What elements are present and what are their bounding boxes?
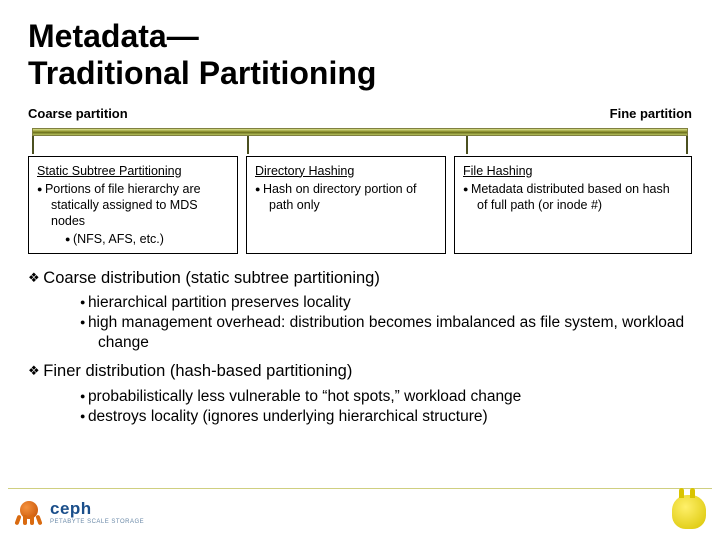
scale-tick	[247, 136, 249, 154]
scale-tick	[466, 136, 468, 154]
body-point-text: Coarse distribution (static subtree part…	[43, 269, 380, 287]
box-file-hashing: File Hashing Metadata distributed based …	[454, 156, 692, 254]
scale-bar	[32, 128, 688, 136]
box-item: Metadata distributed based on hash of fu…	[463, 181, 683, 213]
slide: Metadata— Traditional Partitioning Coars…	[0, 0, 720, 540]
box-title: File Hashing	[463, 163, 683, 179]
body-subpoint: destroys locality (ignores underlying hi…	[54, 407, 692, 427]
ceph-logo-text: ceph PETABYTE SCALE STORAGE	[50, 499, 144, 525]
box-title: Static Subtree Partitioning	[37, 163, 229, 179]
title-line-2: Traditional Partitioning	[28, 55, 376, 91]
method-boxes: Static Subtree Partitioning Portions of …	[28, 156, 692, 254]
slug-icon	[672, 495, 706, 529]
box-list: Portions of file hierarchy are staticall…	[37, 181, 229, 247]
box-list: Hash on directory portion of path only	[255, 181, 437, 213]
scale-tick	[686, 136, 688, 154]
box-subitem: (NFS, AFS, etc.)	[65, 231, 229, 247]
box-directory-hashing: Directory Hashing Hash on directory port…	[246, 156, 446, 254]
box-title: Directory Hashing	[255, 163, 437, 179]
body-point: Finer distribution (hash-based partition…	[28, 361, 692, 427]
ceph-logo: ceph PETABYTE SCALE STORAGE	[14, 499, 144, 525]
body-subpoint: probabilistically less vulnerable to “ho…	[54, 387, 692, 407]
partition-scale: Coarse partition Fine partition	[28, 106, 692, 150]
slide-title: Metadata— Traditional Partitioning	[28, 18, 692, 92]
ceph-logo-icon	[14, 499, 44, 525]
brand-tagline: PETABYTE SCALE STORAGE	[50, 519, 144, 525]
body-subpoint: high management overhead: distribution b…	[54, 313, 692, 353]
title-line-1: Metadata—	[28, 18, 199, 54]
scale-label-fine: Fine partition	[610, 106, 692, 121]
scale-tick	[32, 136, 34, 154]
box-sublist: (NFS, AFS, etc.)	[65, 231, 229, 247]
body-point-text: Finer distribution (hash-based partition…	[43, 362, 352, 380]
scale-label-coarse: Coarse partition	[28, 106, 128, 121]
body-point: Coarse distribution (static subtree part…	[28, 268, 692, 354]
footer: ceph PETABYTE SCALE STORAGE	[8, 488, 712, 534]
box-list: Metadata distributed based on hash of fu…	[463, 181, 683, 213]
body-subpoint: hierarchical partition preserves localit…	[54, 293, 692, 313]
body-content: Coarse distribution (static subtree part…	[28, 268, 692, 428]
box-item: Hash on directory portion of path only	[255, 181, 437, 213]
box-item-text: Portions of file hierarchy are staticall…	[45, 182, 201, 228]
box-item: Portions of file hierarchy are staticall…	[37, 181, 229, 247]
brand-name: ceph	[50, 499, 144, 519]
box-static-subtree: Static Subtree Partitioning Portions of …	[28, 156, 238, 254]
